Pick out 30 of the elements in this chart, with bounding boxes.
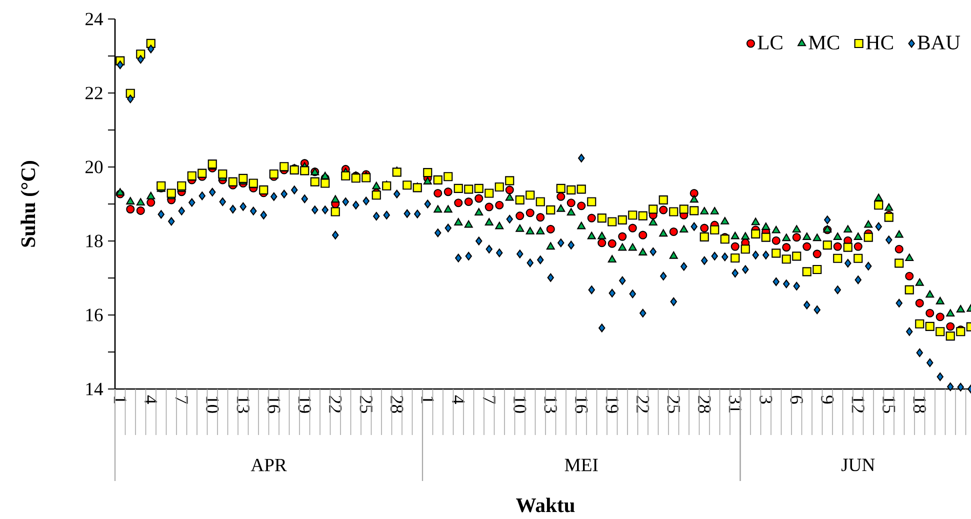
x-tick-label: 10 xyxy=(514,396,526,413)
x-tick-label: 6 xyxy=(790,396,803,404)
x-tick-label: 10 xyxy=(206,396,219,413)
x-tick-label: 9 xyxy=(821,396,834,404)
y-tick-label: 20 xyxy=(86,160,103,174)
x-tick-label: 16 xyxy=(268,396,280,414)
text: APR xyxy=(250,458,287,472)
x-tick-label: 3 xyxy=(760,396,772,404)
x-tick-label: 4 xyxy=(144,395,158,404)
legend-label: HC xyxy=(866,36,893,50)
text: MEI xyxy=(564,458,598,472)
x-tick-label: 18 xyxy=(913,396,926,413)
x-tick-label: 13 xyxy=(236,396,250,413)
legend-label: LC xyxy=(758,36,782,50)
x-tick-label: 13 xyxy=(544,396,557,413)
legend-label: BAU xyxy=(918,36,960,50)
y-tick-label: 16 xyxy=(86,308,103,322)
x-tick-label: 15 xyxy=(882,396,896,413)
text: JUN xyxy=(841,458,875,472)
x-tick-label: 16 xyxy=(575,396,588,414)
x-axis-title: Waktu xyxy=(516,498,575,512)
y-tick-label: 14 xyxy=(86,382,104,396)
y-tick-label: 22 xyxy=(86,86,102,100)
y-axis-title: Suhu (°C) xyxy=(20,161,40,247)
y-tick-label: 24 xyxy=(86,12,104,26)
x-tick-label: 19 xyxy=(606,396,618,413)
legend-label: MC xyxy=(808,36,840,50)
y-tick-label: 18 xyxy=(86,234,103,248)
x-tick-label: 19 xyxy=(298,396,311,413)
x-tick-label: 4 xyxy=(452,395,465,404)
